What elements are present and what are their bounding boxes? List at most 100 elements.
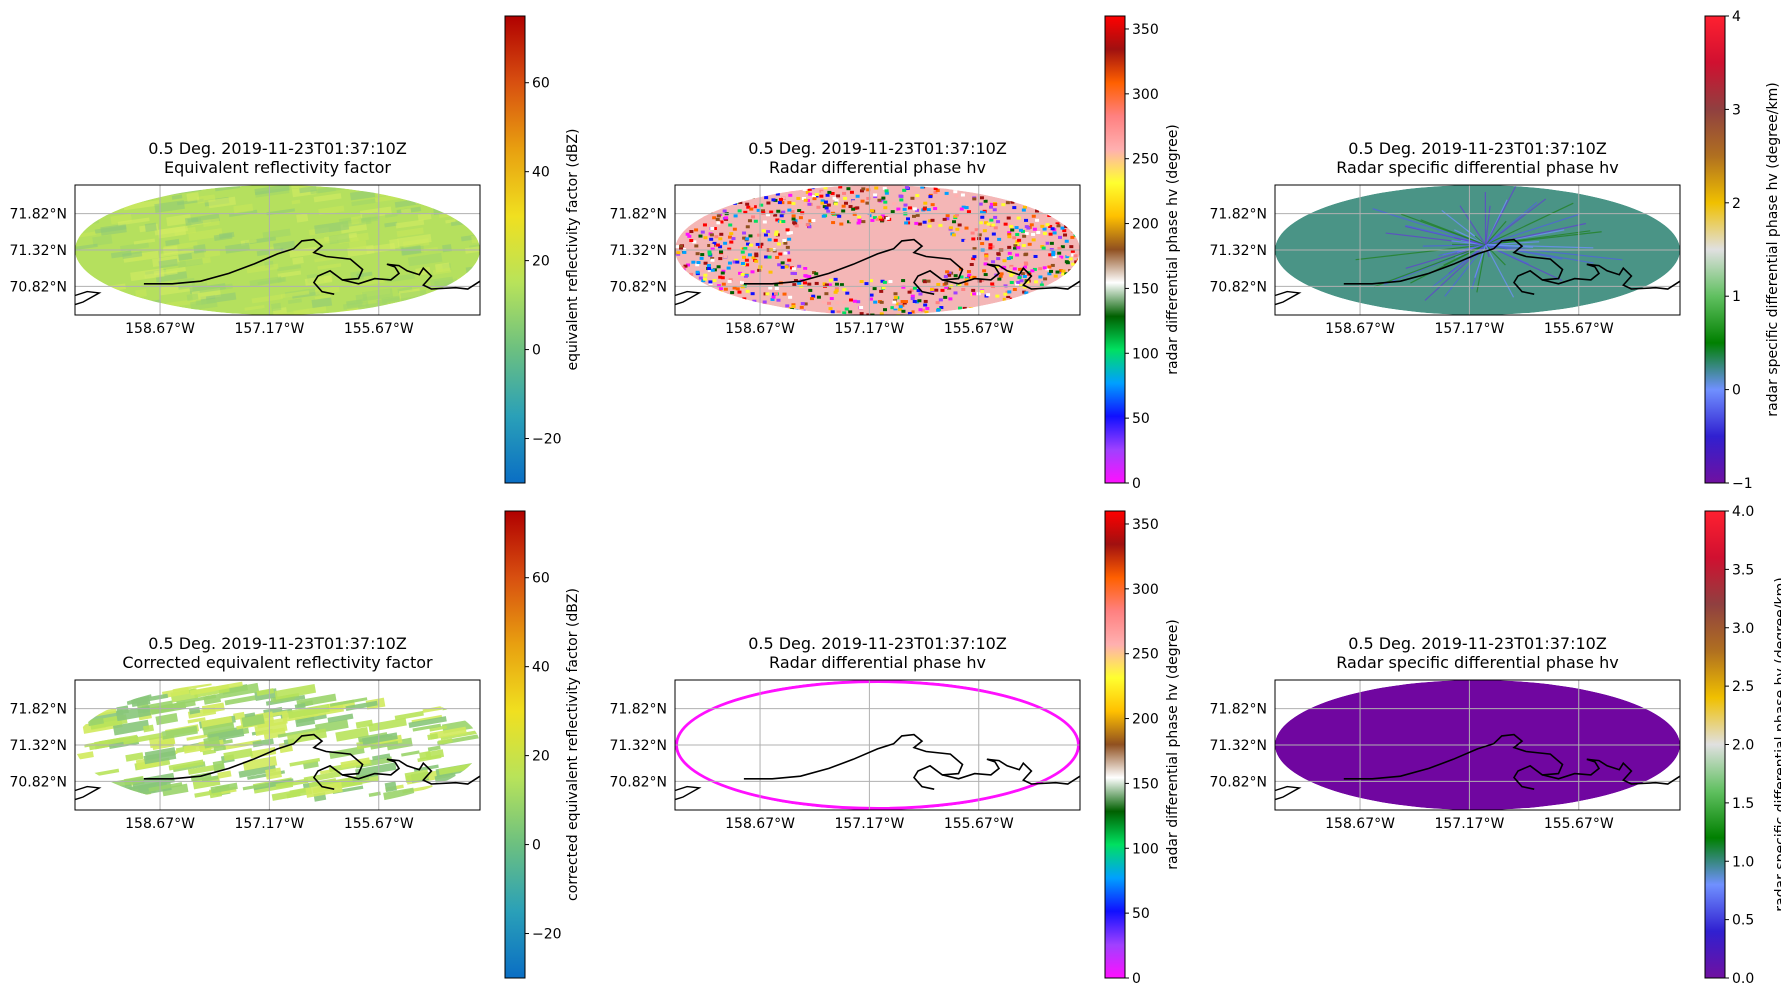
texture-cell [779,310,784,314]
texture-cell [1070,210,1075,214]
colorbar [504,15,526,484]
texture-cell [434,772,457,783]
texture-cell [833,202,838,206]
texture-cell [846,187,851,191]
texture-cell [923,303,928,307]
texture-cell [257,278,285,286]
texture-cell [712,226,717,230]
texture-cell [820,191,825,195]
texture-cell [780,261,785,265]
texture-cell [1024,218,1029,222]
texture-cell [681,278,686,282]
coastline [1274,785,1302,801]
texture-cell [1062,229,1067,233]
texture-cell [984,221,989,225]
texture-cell [1052,231,1057,235]
texture-cell [1010,228,1015,232]
texture-cell [396,227,424,238]
texture-cell [966,210,971,214]
texture-cell [958,187,963,191]
lon-tick-label: 157.17°W [834,816,904,832]
texture-cell [707,267,712,271]
texture-cell [885,216,890,220]
texture-cell [808,294,813,298]
texture-cell [675,220,680,224]
texture-cell [836,211,841,215]
texture-cell [930,218,935,222]
texture-cell [767,238,772,242]
texture-cell [773,238,778,242]
texture-cell [997,277,1002,281]
texture-cell [985,201,990,205]
texture-cell [1065,261,1070,265]
texture-cell [766,230,771,234]
axes-frame [674,184,1081,316]
texture-cell [1069,281,1074,285]
texture-cell [1022,285,1027,289]
texture-cell [1002,265,1007,269]
texture-cell [933,207,938,211]
texture-cell [685,232,690,236]
texture-cell [223,748,253,761]
texture-cell [972,292,977,296]
texture-cell [1017,276,1022,280]
texture-cell [902,207,907,211]
texture-cell [1057,251,1062,255]
colorbar-tick-label: 1.0 [1732,854,1754,870]
texture-cell [425,786,445,799]
texture-cell [1013,309,1018,313]
texture-cell [742,231,747,235]
lat-tick-label: 70.82°N [9,774,67,790]
texture-cell [1055,222,1060,226]
lat-tick-label: 71.82°N [609,702,667,718]
texture-cell [698,185,703,189]
texture-cell [993,192,998,196]
texture-cell [1045,223,1050,227]
texture-cell [943,295,948,299]
texture-cell [202,722,235,736]
texture-cell [791,217,796,221]
texture-cell [791,311,796,315]
texture-cell [743,246,748,250]
texture-cell [225,242,250,254]
texture-cell [759,242,764,246]
texture-cell [1066,253,1071,257]
texture-cell [76,693,91,704]
texture-cell [748,280,753,284]
texture-cell [740,250,745,254]
texture-cell [676,251,681,255]
texture-cell [1016,216,1021,220]
texture-cell [745,237,750,241]
texture-cell [707,252,712,256]
texture-cell [731,302,736,306]
texture-cell [714,235,719,239]
texture-cell [1047,272,1052,276]
texture-cell [835,212,840,216]
texture-cell [246,263,279,274]
texture-cell [808,288,813,292]
texture-cell [787,310,792,314]
texture-cell [698,185,703,189]
texture-cell [923,299,928,303]
texture-cell [751,256,756,260]
texture-cell [747,306,752,310]
texture-cell [1055,278,1060,282]
texture-cell [212,760,226,772]
chart-subtitle: Equivalent reflectivity factor [164,158,391,177]
lon-tick-label: 158.67°W [125,321,195,337]
texture-cell [384,781,397,793]
texture-cell [845,291,850,295]
texture-cell [1045,291,1050,295]
texture-cell [186,293,199,301]
texture-cell [821,300,826,304]
texture-cell [1056,188,1061,192]
texture-cell [793,219,798,223]
texture-cell [695,270,700,274]
texture-cell [79,192,92,200]
texture-cell [1016,303,1021,307]
texture-cell [857,220,862,224]
texture-cell [865,201,870,205]
texture-cell [710,258,715,262]
lon-tick-label: 158.67°W [725,321,795,337]
texture-cell [1068,292,1073,296]
